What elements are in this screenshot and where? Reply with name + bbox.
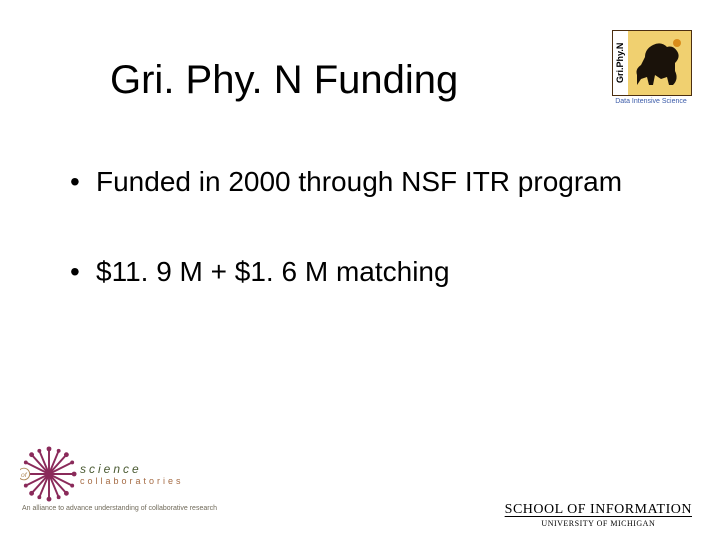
bullet-item: • $11. 9 M + $1. 6 M matching (70, 255, 630, 289)
bullet-dot: • (70, 165, 96, 199)
bullet-dot: • (70, 255, 96, 289)
griphyn-caption: Data Intensive Science (612, 98, 690, 105)
school-footer: SCHOOL OF INFORMATION UNIVERSITY OF MICH… (505, 502, 692, 528)
starburst-icon: of (20, 445, 78, 503)
bullet-text: $11. 9 M + $1. 6 M matching (96, 255, 630, 289)
collab-wordmark: science collaboratories (80, 462, 184, 486)
griphyn-logo-box: Gri.Phy.N (612, 30, 692, 96)
collab-word-top: science (80, 462, 184, 476)
slide: Gri. Phy. N Funding • Funded in 2000 thr… (0, 0, 720, 540)
griphyn-side-label: Gri.Phy.N (612, 31, 628, 95)
bullet-text: Funded in 2000 through NSF ITR program (96, 165, 630, 199)
bullet-item: • Funded in 2000 through NSF ITR program (70, 165, 630, 199)
collab-tagline: An alliance to advance understanding of … (22, 505, 260, 512)
school-line1: SCHOOL OF INFORMATION (505, 502, 692, 518)
griphyn-logo: Gri.Phy.N Data Intensive Science (612, 30, 690, 105)
collab-word-bottom: collaboratories (80, 476, 184, 486)
bullet-list: • Funded in 2000 through NSF ITR program… (70, 165, 630, 344)
slide-title: Gri. Phy. N Funding (110, 58, 458, 103)
school-line2: UNIVERSITY OF MICHIGAN (505, 519, 692, 528)
griphyn-silhouette-icon (631, 35, 685, 91)
collaboratories-logo: of science collaboratories An alliance t… (20, 445, 260, 512)
